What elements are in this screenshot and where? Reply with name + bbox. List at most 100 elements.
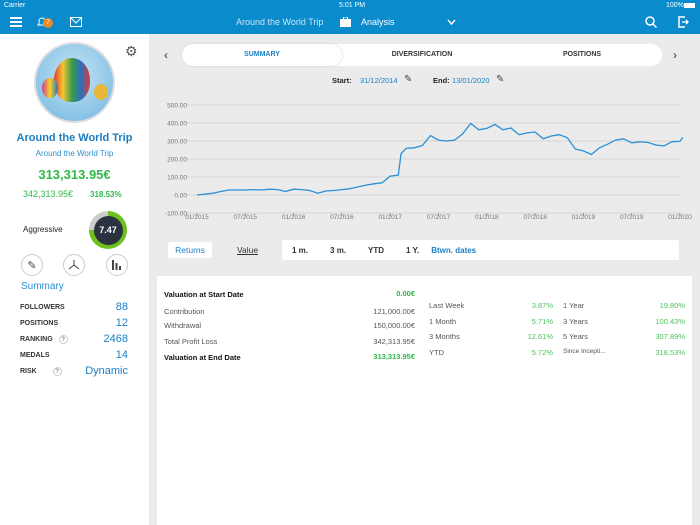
stat-medals: MEDALS 14	[20, 349, 128, 361]
edit-start-icon[interactable]: ✎	[404, 74, 413, 85]
portfolio-name: Around the World Trip	[16, 132, 133, 144]
valuation-end-label: Valuation at End Date	[164, 353, 241, 362]
x-tick-label: 07/2018	[523, 214, 547, 221]
help-icon[interactable]: ?	[58, 334, 68, 344]
start-date[interactable]: 31/12/2014	[360, 76, 398, 85]
withdrawal-label: Withdrawal	[164, 321, 202, 330]
end-label: End:	[433, 76, 450, 85]
x-tick-label: 01/2016	[282, 214, 306, 221]
returns-panel: Valuation at Start Date 0.00€ Contributi…	[157, 276, 692, 525]
return-label: 5 Years	[563, 332, 589, 341]
y-tick-label: -100.00	[165, 211, 187, 218]
tab-summary[interactable]: SUMMARY	[182, 44, 342, 66]
returns-toggle[interactable]: Returns	[168, 242, 212, 258]
bell-icon[interactable]: 7	[36, 12, 53, 32]
portfolio-title: Around the World Trip	[236, 17, 324, 27]
y-tick-label: 500.00	[167, 103, 187, 110]
contribution-value: 121,000.00€	[373, 307, 415, 316]
risk-profile: Aggressive	[23, 225, 63, 234]
summary-title: Summary	[21, 281, 64, 292]
chevron-right-icon[interactable]: ›	[673, 48, 677, 62]
portfolio-subtitle: Around the World Trip	[35, 149, 114, 158]
main-content: ‹ › SUMMARY DIVERSIFICATION POSITIONS St…	[149, 34, 700, 525]
battery: 100%	[666, 2, 684, 9]
series-line	[196, 122, 684, 196]
return-label: 1 Month	[429, 316, 457, 326]
y-tick-label: 300.00	[167, 139, 187, 146]
sidebar: ⚙ Around the World Trip Around the World…	[0, 34, 149, 525]
return-label: YTD	[429, 347, 444, 357]
logout-icon[interactable]	[678, 12, 689, 32]
contribution-label: Contribution	[164, 307, 205, 316]
clock: 5:01 PM	[339, 2, 366, 9]
return-value: 318.53%	[655, 347, 685, 357]
battery-icon	[684, 3, 695, 8]
x-tick-label: 07/2019	[620, 214, 644, 221]
y-tick-label: 100.00	[167, 175, 187, 182]
tab-diversification[interactable]: DIVERSIFICATION	[391, 51, 453, 58]
start-label: Start:	[332, 76, 352, 85]
return-percent: 318.53%	[90, 190, 122, 199]
return-value: 3.87%	[531, 301, 553, 310]
profit-loss-label: Total Profit Loss	[164, 337, 218, 346]
x-tick-label: 01/2015	[185, 214, 209, 221]
score-gauge: 7.47	[89, 211, 127, 249]
valuation-start-label: Valuation at Start Date	[164, 290, 244, 299]
withdrawal-value: 150,000.00€	[373, 321, 415, 330]
return-value: 19.80%	[659, 301, 685, 310]
section-dropdown[interactable]: Analysis	[361, 17, 395, 27]
chevron-left-icon[interactable]: ‹	[164, 48, 168, 62]
stat-followers: FOLLOWERS 88	[20, 301, 128, 313]
y-tick-label: 400.00	[167, 121, 187, 128]
pie-chart-icon[interactable]	[63, 254, 85, 276]
return-label: Last Week	[429, 301, 465, 310]
help-icon[interactable]: ?	[52, 366, 62, 376]
period-selector: 1 m. 3 m. YTD 1 Y. Btwn. dates	[282, 240, 679, 260]
y-tick-label: 200.00	[167, 157, 187, 164]
x-tick-label: 07/2015	[234, 214, 258, 221]
return-label: 3 Months	[429, 332, 460, 341]
chevron-down-icon[interactable]	[447, 12, 456, 32]
search-icon[interactable]	[645, 12, 657, 32]
profit: 342,313.95€	[23, 189, 74, 199]
x-tick-label: 07/2017	[427, 214, 451, 221]
return-value: 307.89%	[655, 332, 685, 341]
return-value: 5.71%	[531, 316, 553, 326]
period-ytd[interactable]: YTD	[368, 245, 385, 255]
carrier: Carrier	[4, 2, 26, 9]
end-date[interactable]: 13/01/2020	[452, 76, 490, 85]
valuation: 313,313.95€	[38, 167, 111, 182]
period-1y[interactable]: 1 Y.	[406, 245, 420, 255]
bar-chart-icon[interactable]	[106, 254, 128, 276]
tab-bar: SUMMARY DIVERSIFICATION POSITIONS	[182, 44, 662, 66]
x-tick-label: 01/2018	[475, 214, 499, 221]
period-1m[interactable]: 1 m.	[292, 245, 309, 255]
menu-icon[interactable]	[10, 12, 22, 32]
edit-end-icon[interactable]: ✎	[496, 74, 505, 85]
return-label: 3 Years	[563, 316, 589, 326]
x-tick-label: 01/2017	[378, 214, 402, 221]
x-tick-label: 07/2016	[330, 214, 354, 221]
gear-icon[interactable]: ⚙	[125, 43, 138, 59]
notification-badge: 7	[43, 18, 53, 28]
return-value: 12.61%	[527, 332, 553, 341]
return-value: 5.72%	[531, 347, 553, 357]
briefcase-icon	[340, 12, 351, 32]
x-tick-label: 01/2019	[572, 214, 596, 221]
return-label: 1 Year	[563, 301, 585, 310]
x-tick-label: 01/2020	[668, 214, 692, 221]
period-between-dates[interactable]: Btwn. dates	[431, 245, 477, 255]
profit-loss-value: 342,313.95€	[373, 337, 415, 346]
return-label: Since Incepti...	[563, 347, 606, 355]
y-tick-label: 0.00	[174, 193, 187, 200]
value-toggle[interactable]: Value	[237, 245, 259, 255]
mail-icon[interactable]	[70, 12, 82, 32]
edit-icon[interactable]: ✎	[21, 254, 43, 276]
tab-positions[interactable]: POSITIONS	[562, 51, 602, 58]
portfolio-avatar	[34, 42, 115, 123]
return-value: 100.43%	[655, 316, 685, 326]
period-3m[interactable]: 3 m.	[330, 245, 347, 255]
valuation-start-value: 0.00€	[396, 289, 415, 298]
stat-risk: RISK? Dynamic	[20, 365, 128, 377]
performance-chart: 500.00 400.00 300.00 200.00 100.00 0.00 -100.0…	[165, 103, 692, 222]
